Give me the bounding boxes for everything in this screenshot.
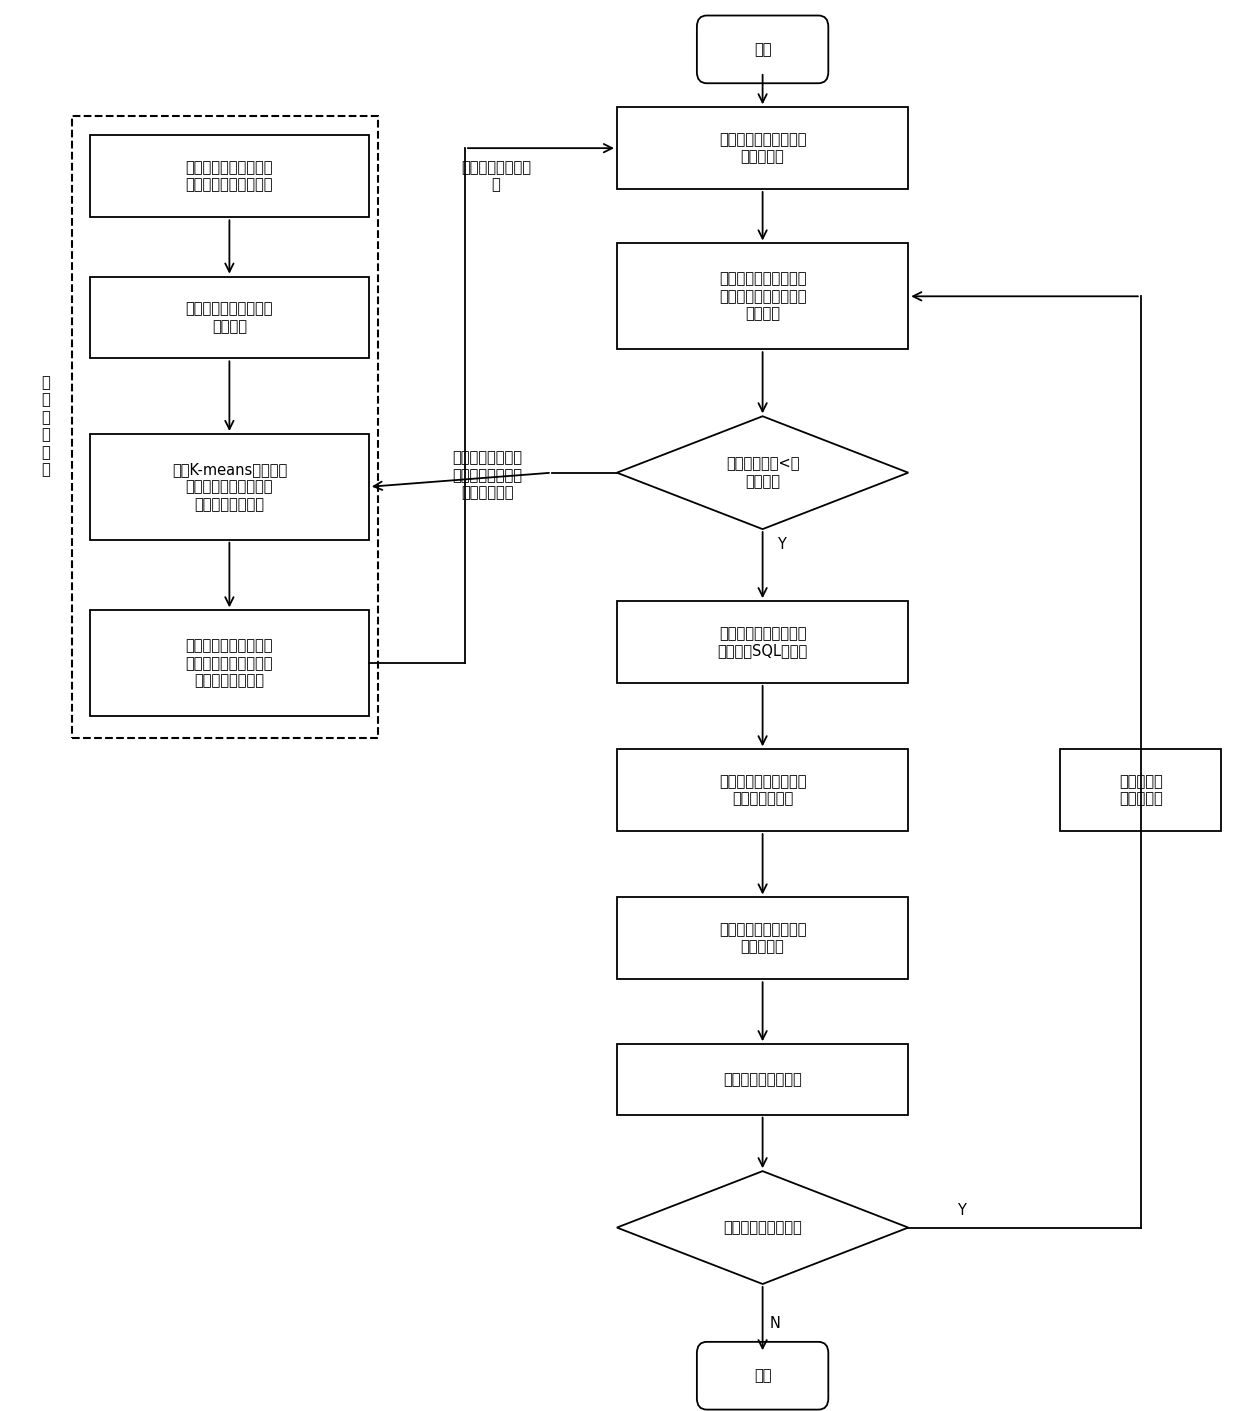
Bar — [89, 135, 370, 217]
Text: 将判断结果传送给清洁
机器人和SQL数据库: 将判断结果传送给清洁 机器人和SQL数据库 — [718, 626, 807, 658]
Bar — [618, 243, 908, 349]
Text: 是否还存在待办任务: 是否还存在待办任务 — [723, 1221, 802, 1235]
Polygon shape — [618, 416, 908, 529]
Bar — [72, 116, 378, 738]
Text: Y: Y — [777, 538, 786, 552]
Bar — [618, 1044, 908, 1115]
Text: 将图片和正确的标
签重新训练更新聚
类中心和阈值: 将图片和正确的标 签重新训练更新聚 类中心和阈值 — [453, 450, 522, 501]
Bar — [89, 435, 370, 539]
Bar — [89, 610, 370, 715]
Bar — [618, 107, 908, 189]
Text: 分
类
阈
值
确
定: 分 类 阈 值 确 定 — [41, 375, 51, 477]
Text: 以各簇中集合点到聚类
中心的欧氏距离的最大
值作为该类的阈值: 以各簇中集合点到聚类 中心的欧氏距离的最大 值作为该类的阈值 — [186, 638, 273, 689]
Text: 发送图片给
上位机程序: 发送图片给 上位机程序 — [1118, 775, 1163, 806]
Bar — [618, 601, 908, 683]
Text: 进行图片的特征提取并
计算其至各聚类中心的
欧氏距离: 进行图片的特征提取并 计算其至各聚类中心的 欧氏距离 — [719, 271, 806, 322]
Text: N: N — [770, 1316, 781, 1331]
Text: 数据库清除待办任务: 数据库清除待办任务 — [723, 1072, 802, 1086]
Text: 高清摄像头采集不同清
洁程度的太阳能板图片: 高清摄像头采集不同清 洁程度的太阳能板图片 — [186, 161, 273, 192]
Text: 结束: 结束 — [754, 1369, 771, 1383]
Polygon shape — [618, 1171, 908, 1284]
Bar — [89, 277, 370, 358]
Text: 最小欧式距离<该
类别阈值: 最小欧式距离<该 类别阈值 — [725, 457, 800, 488]
Text: Y: Y — [957, 1204, 966, 1218]
Text: 利用K-means聚类方法
求解不同清洁程度照片
特征值的聚类中心: 利用K-means聚类方法 求解不同清洁程度照片 特征值的聚类中心 — [172, 461, 286, 512]
Text: 制作标签并进行图片的
特征提取: 制作标签并进行图片的 特征提取 — [186, 302, 273, 333]
Text: 上位机将完成的信号传
送至数据库: 上位机将完成的信号传 送至数据库 — [719, 923, 806, 954]
Text: 开始: 开始 — [754, 42, 771, 56]
Bar — [1060, 749, 1221, 831]
FancyBboxPatch shape — [697, 16, 828, 83]
Bar — [618, 897, 908, 979]
Bar — [618, 749, 908, 831]
Text: 清洁机器人完成任务，
并反馈给上位机: 清洁机器人完成任务， 并反馈给上位机 — [719, 775, 806, 806]
Text: 输出聚类中心与阈
值: 输出聚类中心与阈 值 — [461, 161, 531, 192]
FancyBboxPatch shape — [697, 1342, 828, 1410]
Text: 高清摄像头采集现场太
阳能板图片: 高清摄像头采集现场太 阳能板图片 — [719, 133, 806, 164]
